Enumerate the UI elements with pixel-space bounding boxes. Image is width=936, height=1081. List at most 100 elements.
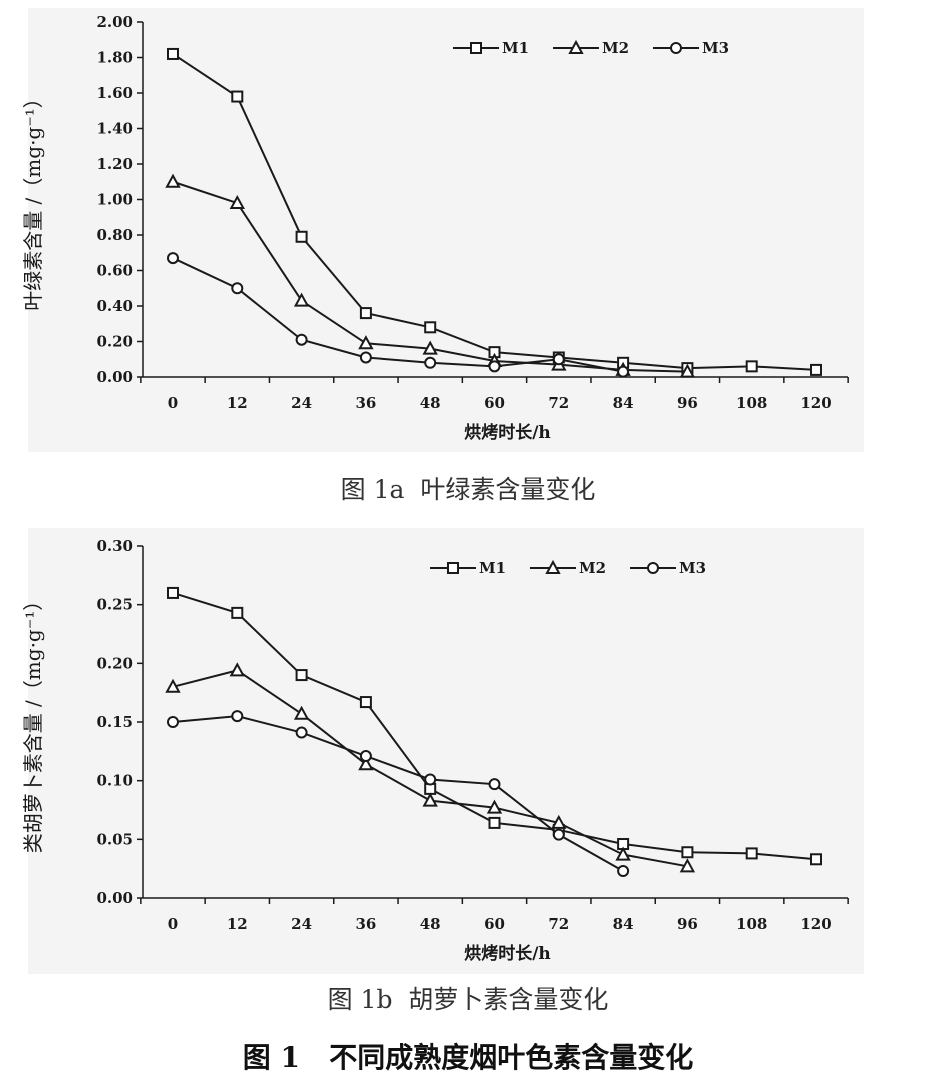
legend-marker (647, 562, 659, 574)
data-point-m2 (679, 363, 696, 378)
y-tick-label: 0.20 (96, 654, 133, 672)
series-m2 (165, 662, 696, 873)
y-tick-label: 1.60 (96, 84, 133, 102)
data-point-m2 (293, 292, 310, 307)
data-point-m1 (231, 90, 244, 103)
legend-marker (568, 39, 584, 54)
series-line-m3 (172, 715, 624, 872)
data-point-m3 (167, 716, 179, 728)
x-axis-title: 烘烤时长/h (464, 943, 551, 964)
x-axis-title: 烘烤时长/h (464, 422, 551, 443)
data-point-m3 (552, 828, 565, 841)
series-m3 (167, 710, 630, 878)
y-tick-label: 0.00 (96, 889, 133, 907)
y-tick-label: 1.20 (96, 155, 133, 173)
data-point-m3 (295, 333, 308, 346)
caption-carotenoid: 图 1b 胡萝卜素含量变化 (327, 985, 609, 1014)
figure-caption: 图 1 不同成熟度烟叶色素含量变化 (242, 1041, 694, 1074)
legend-marker (545, 559, 561, 574)
legend-item-m1: M1 (430, 559, 506, 577)
legend-item-m3: M3 (653, 39, 729, 57)
data-point-m1 (810, 853, 822, 866)
data-point-m3 (617, 365, 630, 378)
x-tick-label: 36 (355, 394, 376, 412)
data-point-m1 (295, 669, 308, 682)
data-point-m1 (488, 816, 501, 829)
x-tick-label: 72 (548, 394, 569, 412)
y-tick-label: 0.30 (96, 537, 133, 555)
legend-item-m3: M3 (630, 559, 706, 577)
data-point-m2 (165, 678, 181, 693)
y-tick-label: 0.20 (96, 333, 133, 351)
carotenoid-line-chart: 0.00 0.05 0.10 0.15 0.20 0.25 0.30 0 12 24 36 48 60 7… (21, 537, 849, 964)
x-tick-label: 108 (736, 394, 767, 412)
data-point-m3 (359, 351, 372, 364)
x-tick-label: 24 (291, 394, 312, 412)
y-tick-label: 2.00 (96, 13, 133, 31)
data-point-m2 (615, 846, 631, 861)
x-tick-label: 96 (677, 394, 698, 412)
y-tick-label: 0.10 (96, 772, 133, 790)
data-point-m2 (486, 799, 503, 814)
data-point-m3 (488, 778, 501, 791)
data-point-m1 (231, 606, 244, 619)
legend-label: M2 (579, 559, 606, 577)
legend-marker (447, 562, 459, 574)
data-point-m3 (167, 252, 179, 265)
y-tick-label: 0.05 (96, 830, 133, 848)
x-tick-label: 48 (420, 394, 441, 412)
data-point-m3 (488, 360, 501, 373)
data-point-m3 (231, 282, 244, 295)
series-line-m2 (172, 669, 688, 868)
y-tick-label: 0.60 (96, 262, 133, 280)
legend-item-m2: M2 (553, 39, 629, 57)
legend-item-m1: M1 (453, 39, 529, 57)
data-point-m2 (229, 194, 245, 210)
data-point-m1 (359, 307, 372, 320)
data-point-m3 (552, 353, 565, 366)
legend-label: M2 (602, 39, 629, 57)
data-point-m3 (424, 356, 437, 369)
legend-item-m2: M2 (530, 559, 606, 577)
chlorophyll-line-chart: 0.00 0.20 0.40 0.60 0.80 1.00 1.20 1.40 1.60 1.80… (21, 13, 849, 443)
y-tick-label: 1.80 (96, 49, 133, 67)
data-point-m2 (293, 705, 310, 720)
y-tick-label: 1.40 (96, 120, 133, 138)
data-point-m2 (358, 335, 374, 350)
x-tick-label: 48 (420, 915, 441, 933)
x-tick-label: 120 (800, 394, 831, 412)
y-tick-label: 0.00 (96, 368, 133, 386)
data-point-m1 (681, 846, 694, 859)
x-tick-label: 96 (677, 915, 698, 933)
x-tick-label: 12 (227, 394, 248, 412)
series-m1 (167, 586, 822, 866)
chart-panel-carotenoid (28, 528, 864, 974)
data-point-m1 (167, 47, 179, 60)
x-tick-label: 0 (168, 915, 178, 933)
y-axis-title: 类胡萝卜素含量 /（mg·g⁻¹） (21, 591, 45, 854)
x-tick-label: 84 (613, 915, 634, 933)
x-tick-label: 60 (484, 394, 505, 412)
y-tick-label: 0.15 (96, 713, 133, 731)
y-axis-title: 叶绿素含量 /（mg·g⁻¹） (21, 88, 45, 311)
data-point-m1 (745, 847, 758, 860)
data-point-m3 (231, 710, 244, 723)
data-point-m1 (424, 321, 437, 334)
data-point-m2 (422, 340, 438, 355)
data-point-m1 (295, 230, 308, 243)
legend-label: M1 (479, 559, 506, 577)
legend-label: M1 (502, 39, 529, 57)
data-point-m1 (810, 363, 822, 376)
data-point-m1 (359, 696, 372, 709)
data-point-m1 (745, 360, 758, 373)
x-tick-label: 36 (355, 915, 376, 933)
x-tick-label: 108 (736, 915, 767, 933)
data-point-m2 (422, 792, 438, 807)
legend-label: M3 (679, 559, 706, 577)
data-point-m2 (679, 858, 696, 873)
y-tick-label: 0.80 (96, 226, 133, 244)
x-tick-label: 72 (548, 915, 569, 933)
legend-label: M3 (702, 39, 729, 57)
x-tick-label: 120 (800, 915, 831, 933)
data-point-m3 (359, 750, 372, 763)
